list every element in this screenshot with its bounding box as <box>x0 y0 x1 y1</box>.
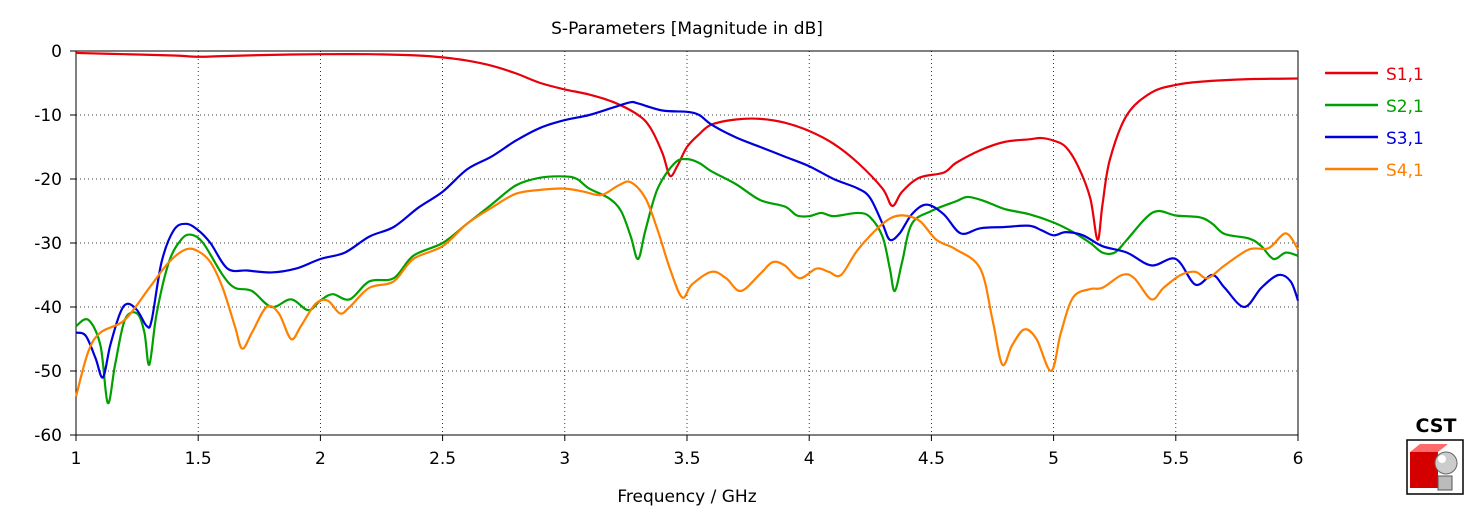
y-tick-label: -40 <box>34 298 62 318</box>
series-line-s4-1 <box>74 180 1299 397</box>
y-tick-label: -20 <box>34 170 62 190</box>
legend-label-s3-1: S3,1 <box>1386 129 1424 149</box>
y-tick-label: -60 <box>34 426 62 446</box>
y-tick-label: -30 <box>34 234 62 254</box>
legend-label-s4-1: S4,1 <box>1386 161 1424 181</box>
y-tick-label: -50 <box>34 362 62 382</box>
x-tick-label: 5.5 <box>1162 449 1189 469</box>
cst-logo-sphere-highlight <box>1438 455 1446 463</box>
series-line-s1-1 <box>75 51 1299 241</box>
series-lines <box>74 51 1300 405</box>
cst-logo: CST <box>1406 415 1464 495</box>
x-tick-label: 4.5 <box>918 449 945 469</box>
x-tick-label: 3.5 <box>673 449 700 469</box>
x-axis-label: Frequency / GHz <box>617 487 756 507</box>
cst-logo-red-top <box>1410 444 1448 452</box>
x-tick-label: 1.5 <box>185 449 212 469</box>
grid-lines <box>76 51 1298 435</box>
y-tick-label: 0 <box>51 42 62 62</box>
legend-label-s1-1: S1,1 <box>1386 65 1424 85</box>
x-tick-label: 4 <box>804 449 815 469</box>
series-line-s2-1 <box>75 157 1299 405</box>
cst-logo-text: CST <box>1416 415 1457 437</box>
y-axis-ticks: 0 -10 -20 -30 -40 -50 -60 <box>34 42 76 446</box>
x-tick-label: 3 <box>559 449 570 469</box>
legend-label-s2-1: S2,1 <box>1386 97 1424 117</box>
x-tick-label: 5 <box>1048 449 1059 469</box>
x-tick-label: 6 <box>1293 449 1304 469</box>
cst-logo-red-block <box>1410 452 1438 488</box>
y-tick-label: -10 <box>34 106 62 126</box>
x-tick-label: 2.5 <box>429 449 456 469</box>
cst-logo-grey-block <box>1437 475 1453 491</box>
x-tick-label: 1 <box>71 449 82 469</box>
chart-title: S-Parameters [Magnitude in dB] <box>551 19 823 39</box>
legend: S1,1 S2,1 S3,1 S4,1 <box>1325 65 1424 181</box>
x-tick-label: 2 <box>315 449 326 469</box>
series-line-s3-1 <box>75 100 1300 379</box>
x-axis-ticks: 1 1.5 2 2.5 3 3.5 4 4.5 5 5.5 6 <box>71 435 1304 469</box>
cst-logo-sphere <box>1434 451 1458 475</box>
